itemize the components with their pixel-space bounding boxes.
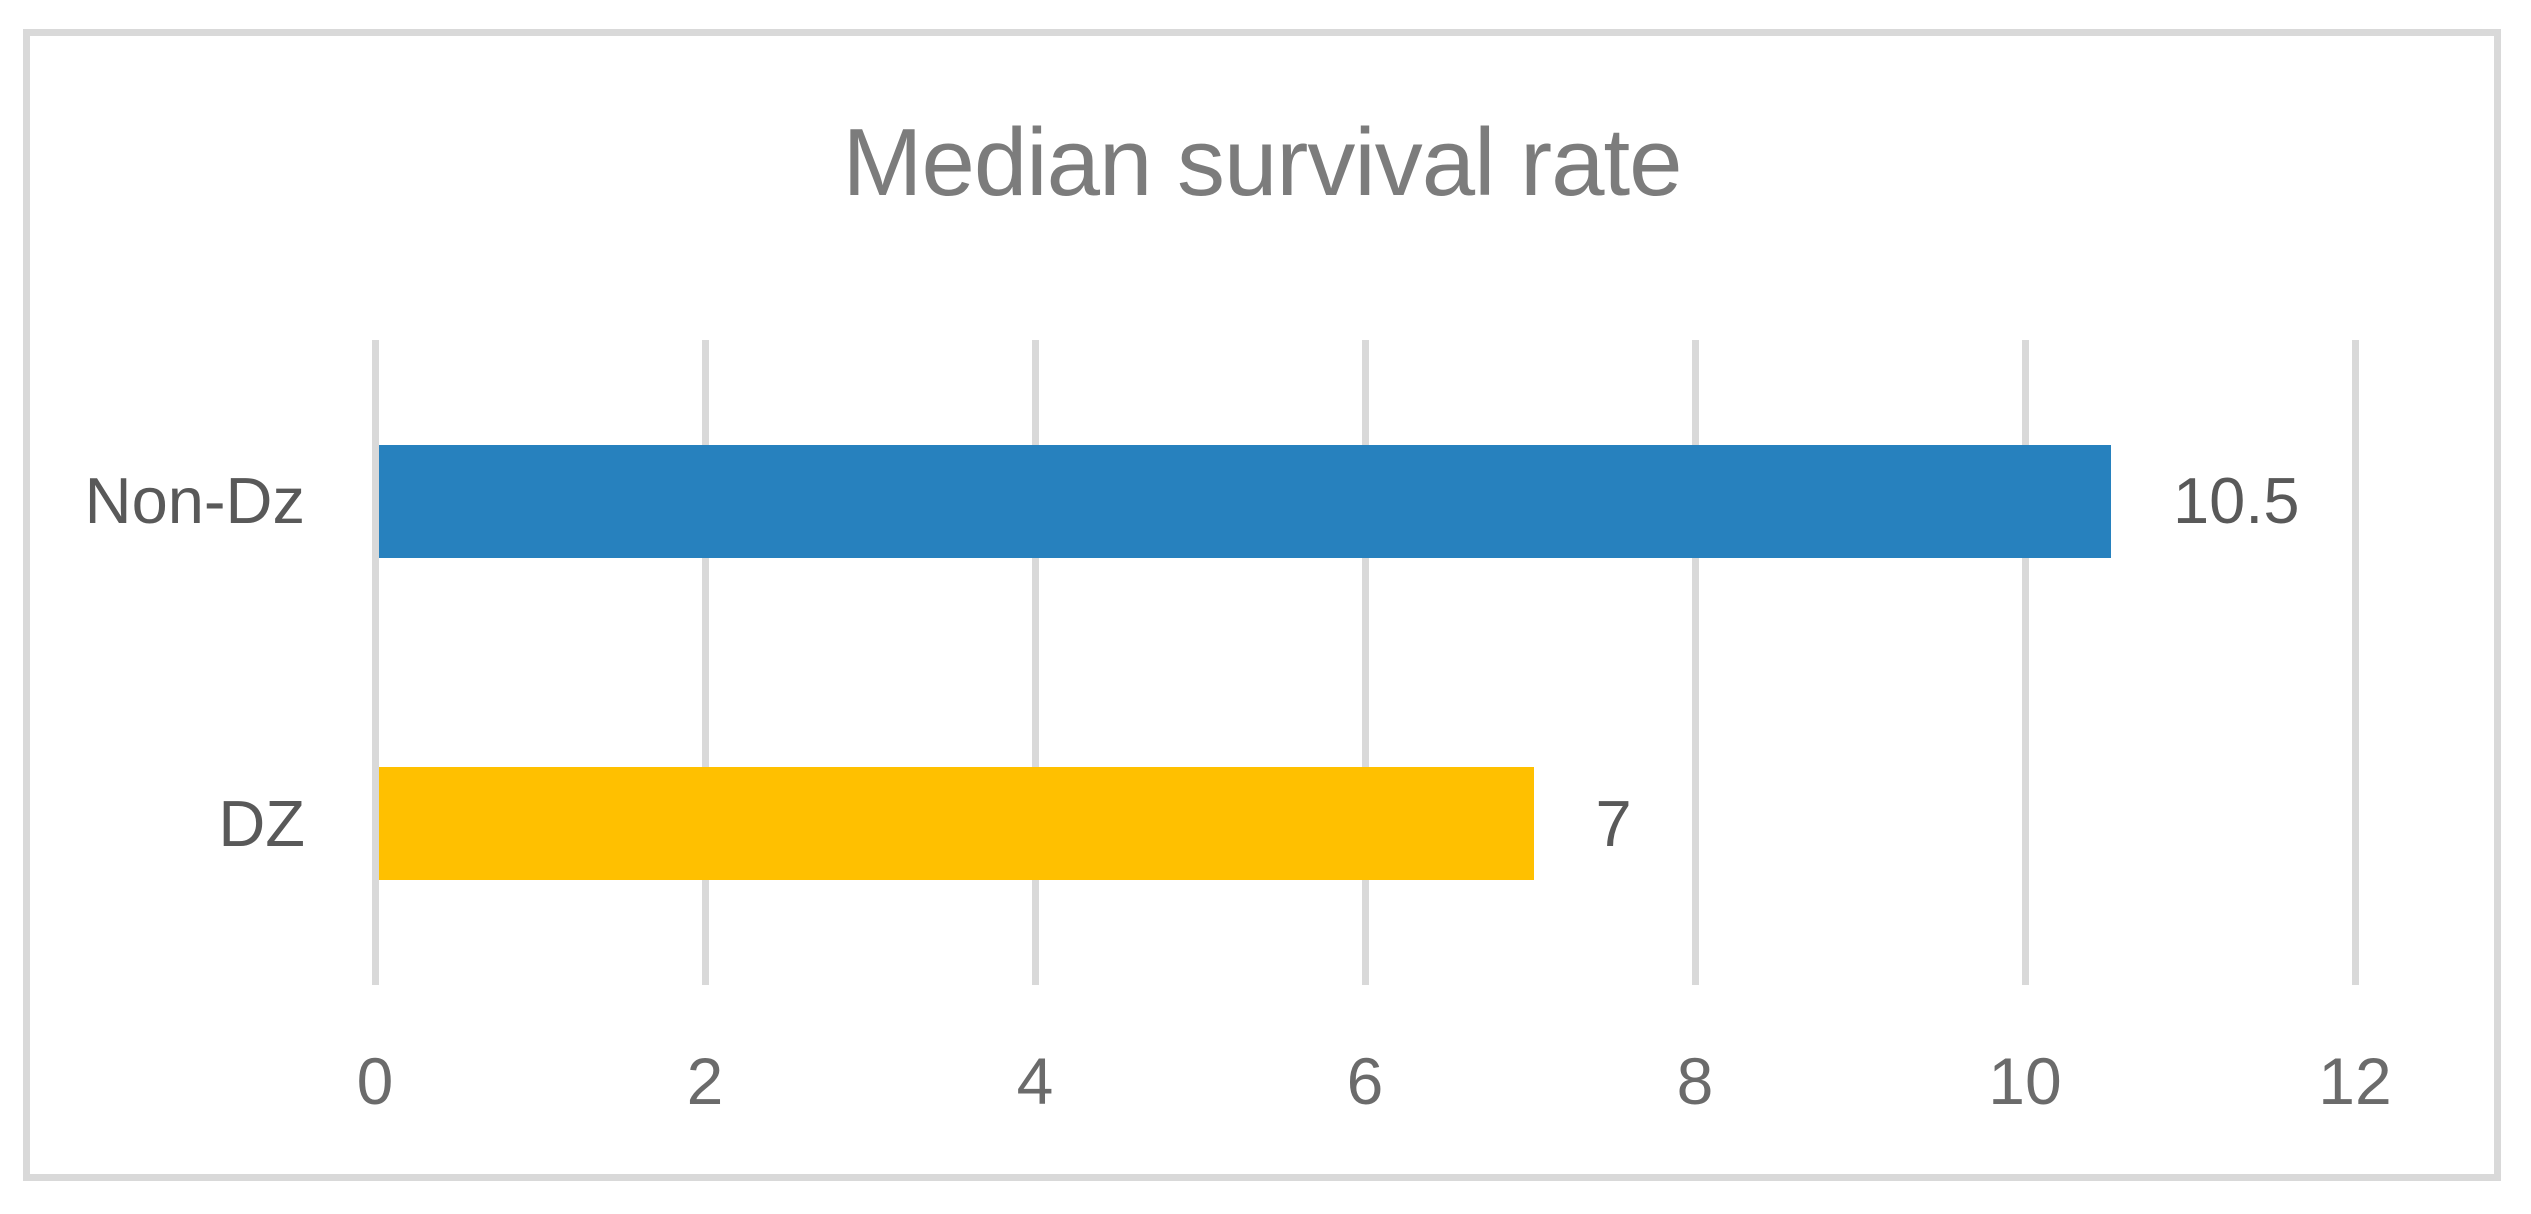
category-label-dz: DZ [218, 786, 305, 860]
gridline-x-12 [2351, 340, 2359, 985]
gridline-x-6 [1361, 340, 1369, 985]
bar-dz [378, 767, 1534, 881]
gridline-x-0 [371, 340, 379, 985]
x-tick-label-8: 8 [1676, 1044, 1714, 1118]
x-tick-label-6: 6 [1346, 1044, 1384, 1118]
x-tick-label-0: 0 [356, 1044, 394, 1118]
x-tick-label-4: 4 [1016, 1044, 1054, 1118]
category-label-non-dz: Non-Dz [84, 464, 305, 538]
chart-title: Median survival rate [842, 109, 1682, 216]
chart-frame-border [23, 29, 2501, 1181]
x-tick-label-12: 12 [2318, 1044, 2392, 1118]
gridline-x-10 [2021, 340, 2029, 985]
value-label-dz: 7 [1595, 786, 1632, 860]
gridline-x-2 [701, 340, 709, 985]
gridline-x-4 [1031, 340, 1039, 985]
value-label-non-dz: 10.5 [2173, 464, 2300, 538]
gridline-x-8 [1691, 340, 1699, 985]
bar-non-dz [378, 444, 2111, 558]
x-tick-label-2: 2 [686, 1044, 724, 1118]
x-tick-label-10: 10 [1988, 1044, 2062, 1118]
